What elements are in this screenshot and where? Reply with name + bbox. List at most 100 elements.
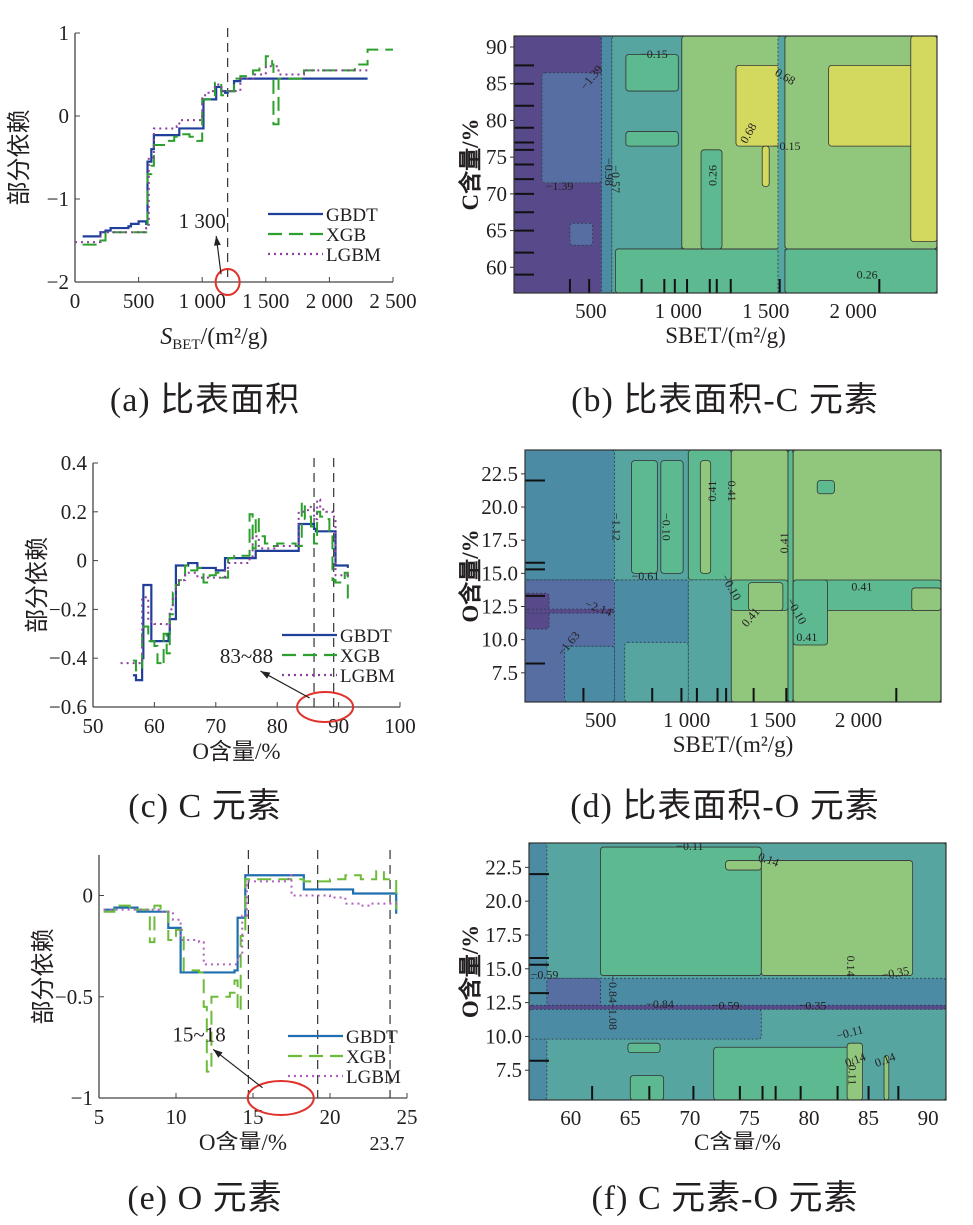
contour-label: 0.26	[706, 165, 720, 186]
x-label-main: S	[160, 324, 172, 350]
y-axis-label: 部分依赖	[30, 929, 57, 1025]
contour-region-level-5	[883, 1054, 890, 1100]
contour-region-level-1	[569, 222, 594, 246]
x-axis-label: SBET/(m²/g)	[665, 323, 786, 348]
partial-dependence-chart-c: 50 60 70 80 90 100 −0.6 −0.4 −0.2 0 0.2 0.4 部分依赖 O含量/…	[24, 451, 416, 764]
caption-f: (f) C 元素-O 元素	[591, 1180, 859, 1217]
caption-b: (b) 比表面积-C 元素	[571, 382, 879, 419]
y-tick-label: 7.5	[496, 1058, 522, 1082]
x-tick-label: 70	[679, 1106, 700, 1130]
contour-label: −1.08	[606, 1002, 620, 1030]
contour-label: 0.41	[725, 481, 739, 502]
y-tick-label: 10.0	[481, 628, 518, 652]
annotation-text: 1 300	[179, 209, 226, 233]
x-axis-label: C含量/%	[694, 1130, 781, 1150]
panel-c: 50 60 70 80 90 100 −0.6 −0.4 −0.2 0 0.2 0.4 部分依赖 O含量/…	[0, 440, 440, 770]
contour-region-level-4	[792, 579, 828, 646]
y-tick-label: 0	[59, 104, 70, 128]
series-line-lgbm	[120, 498, 349, 665]
x-axis-label: SBET/(m²/g)	[160, 324, 268, 353]
contour-label: −1.12	[610, 513, 624, 541]
contour-label: −1.39	[546, 179, 574, 193]
annotation-text: 15~18	[172, 1022, 225, 1046]
contour-region-level-4	[614, 248, 784, 293]
x-tick-label: 500	[585, 708, 617, 732]
contour-region-level-3	[687, 579, 732, 702]
contour-region-level-1	[546, 977, 601, 1008]
legend-label-gbdt: GBDT	[326, 205, 378, 226]
y-axis-label: 部分依赖	[6, 110, 33, 206]
x-tick-label: 85	[858, 1106, 879, 1130]
y-tick-label: 15.0	[481, 561, 518, 585]
x-tick-label: 2 000	[835, 708, 882, 732]
x-tick-label: 1 000	[663, 708, 710, 732]
y-tick-label: 7.5	[492, 661, 518, 685]
y-tick-label: 65	[486, 219, 507, 243]
y-tick-label: 20.0	[481, 495, 518, 519]
contour-label: −0.84	[606, 975, 620, 1003]
contour-region-level-4	[629, 1075, 665, 1100]
x-tick-label: 1 000	[179, 289, 226, 313]
x-axis-label: O含量/%	[199, 1130, 287, 1150]
contour-region-level-6	[761, 145, 770, 187]
x-tick-label: 90	[918, 1106, 939, 1130]
contour-region-level-4	[713, 1046, 858, 1100]
contour-label: −0.84	[646, 997, 674, 1011]
plot-frame	[528, 842, 947, 1101]
panel-d: −1.12 −0.10 0.41 0.41 0.41 −0.61 −0.10 0.41 −2.1…	[440, 440, 973, 770]
contour-region-level-5	[748, 582, 784, 611]
y-tick-label: 17.5	[485, 923, 522, 947]
threshold-label: 23.7	[369, 1133, 404, 1150]
x-tick-label: 2 500	[369, 289, 416, 313]
contour-region-level-5	[792, 450, 941, 702]
x-axis-label: O含量/%	[192, 739, 280, 764]
y-tick-label: 20.0	[485, 889, 522, 913]
x-tick-label: 500	[575, 299, 607, 323]
y-axis-label: 部分依赖	[24, 537, 51, 633]
y-tick-label: 15.0	[485, 957, 522, 981]
y-tick-label: 17.5	[481, 528, 518, 552]
contour-label: −0.11	[845, 1058, 859, 1085]
contour-label: −0.35	[880, 964, 910, 983]
contour-label: −0.59	[712, 998, 740, 1012]
x-tick-label: 70	[205, 714, 226, 738]
caption-e: (e) O 元素	[127, 1180, 283, 1217]
x-tick-label: 15	[243, 1105, 264, 1129]
legend-label-lgbm: LGBM	[326, 245, 381, 266]
series-line-lgbm	[75, 65, 368, 244]
contour-region-level-6	[910, 36, 937, 242]
caption-c: (c) C 元素	[128, 788, 282, 825]
highlight-ellipse	[214, 268, 241, 296]
x-tick-label: 100	[384, 714, 416, 738]
y-axis-label: O含量/%	[457, 529, 483, 622]
partial-dependence-chart-sbet: 0 500 1 000 1 500 2 000 2 500 −2 −1 0 1 部分依赖 SBET/(…	[6, 21, 417, 353]
contour-region-level-5	[760, 860, 914, 976]
contour-label: 0.14	[756, 849, 781, 869]
y-tick-label: −0.6	[49, 695, 87, 719]
contour-label: 0.41	[851, 580, 872, 594]
contour-regions: −0.110.14−0.59−0.84−1.08 −0.84 −0.59 −0.350…	[529, 843, 946, 1100]
panel-e: 5 10 15 20 25 −1 −0.5 0 部分依赖 O含量/% 23.7 15~18 GBDT XG…	[0, 840, 440, 1155]
y-tick-label: 60	[486, 255, 507, 279]
annotation-text: 83~88	[220, 644, 273, 668]
panel-b: −0.15 −1.39 0.68 0.68 −0.15 0.26 −0.98 −0.57 −1.…	[440, 0, 973, 360]
x-tick-label: 90	[328, 714, 349, 738]
contour-region-level-5	[725, 860, 762, 871]
contour-label: 0.41	[796, 630, 817, 644]
x-tick-label: 80	[267, 714, 288, 738]
x-tick-label: 50	[83, 714, 104, 738]
contour-label: −0.35	[799, 998, 827, 1012]
contour-label: 0.14	[873, 1050, 898, 1070]
y-tick-label: −0.4	[49, 646, 88, 670]
legend-label-lgbm: LGBM	[340, 666, 395, 687]
annotation-arrow	[212, 1048, 263, 1089]
x-tick-label: 1 500	[242, 289, 289, 313]
contour-region-level-2	[564, 645, 615, 702]
highlight-ellipse	[296, 691, 355, 723]
contour-region-level-4	[660, 460, 684, 574]
contour-label: 0.26	[857, 267, 878, 281]
contour-label: −0.98	[602, 158, 616, 186]
contour-region-level-4	[787, 450, 794, 702]
